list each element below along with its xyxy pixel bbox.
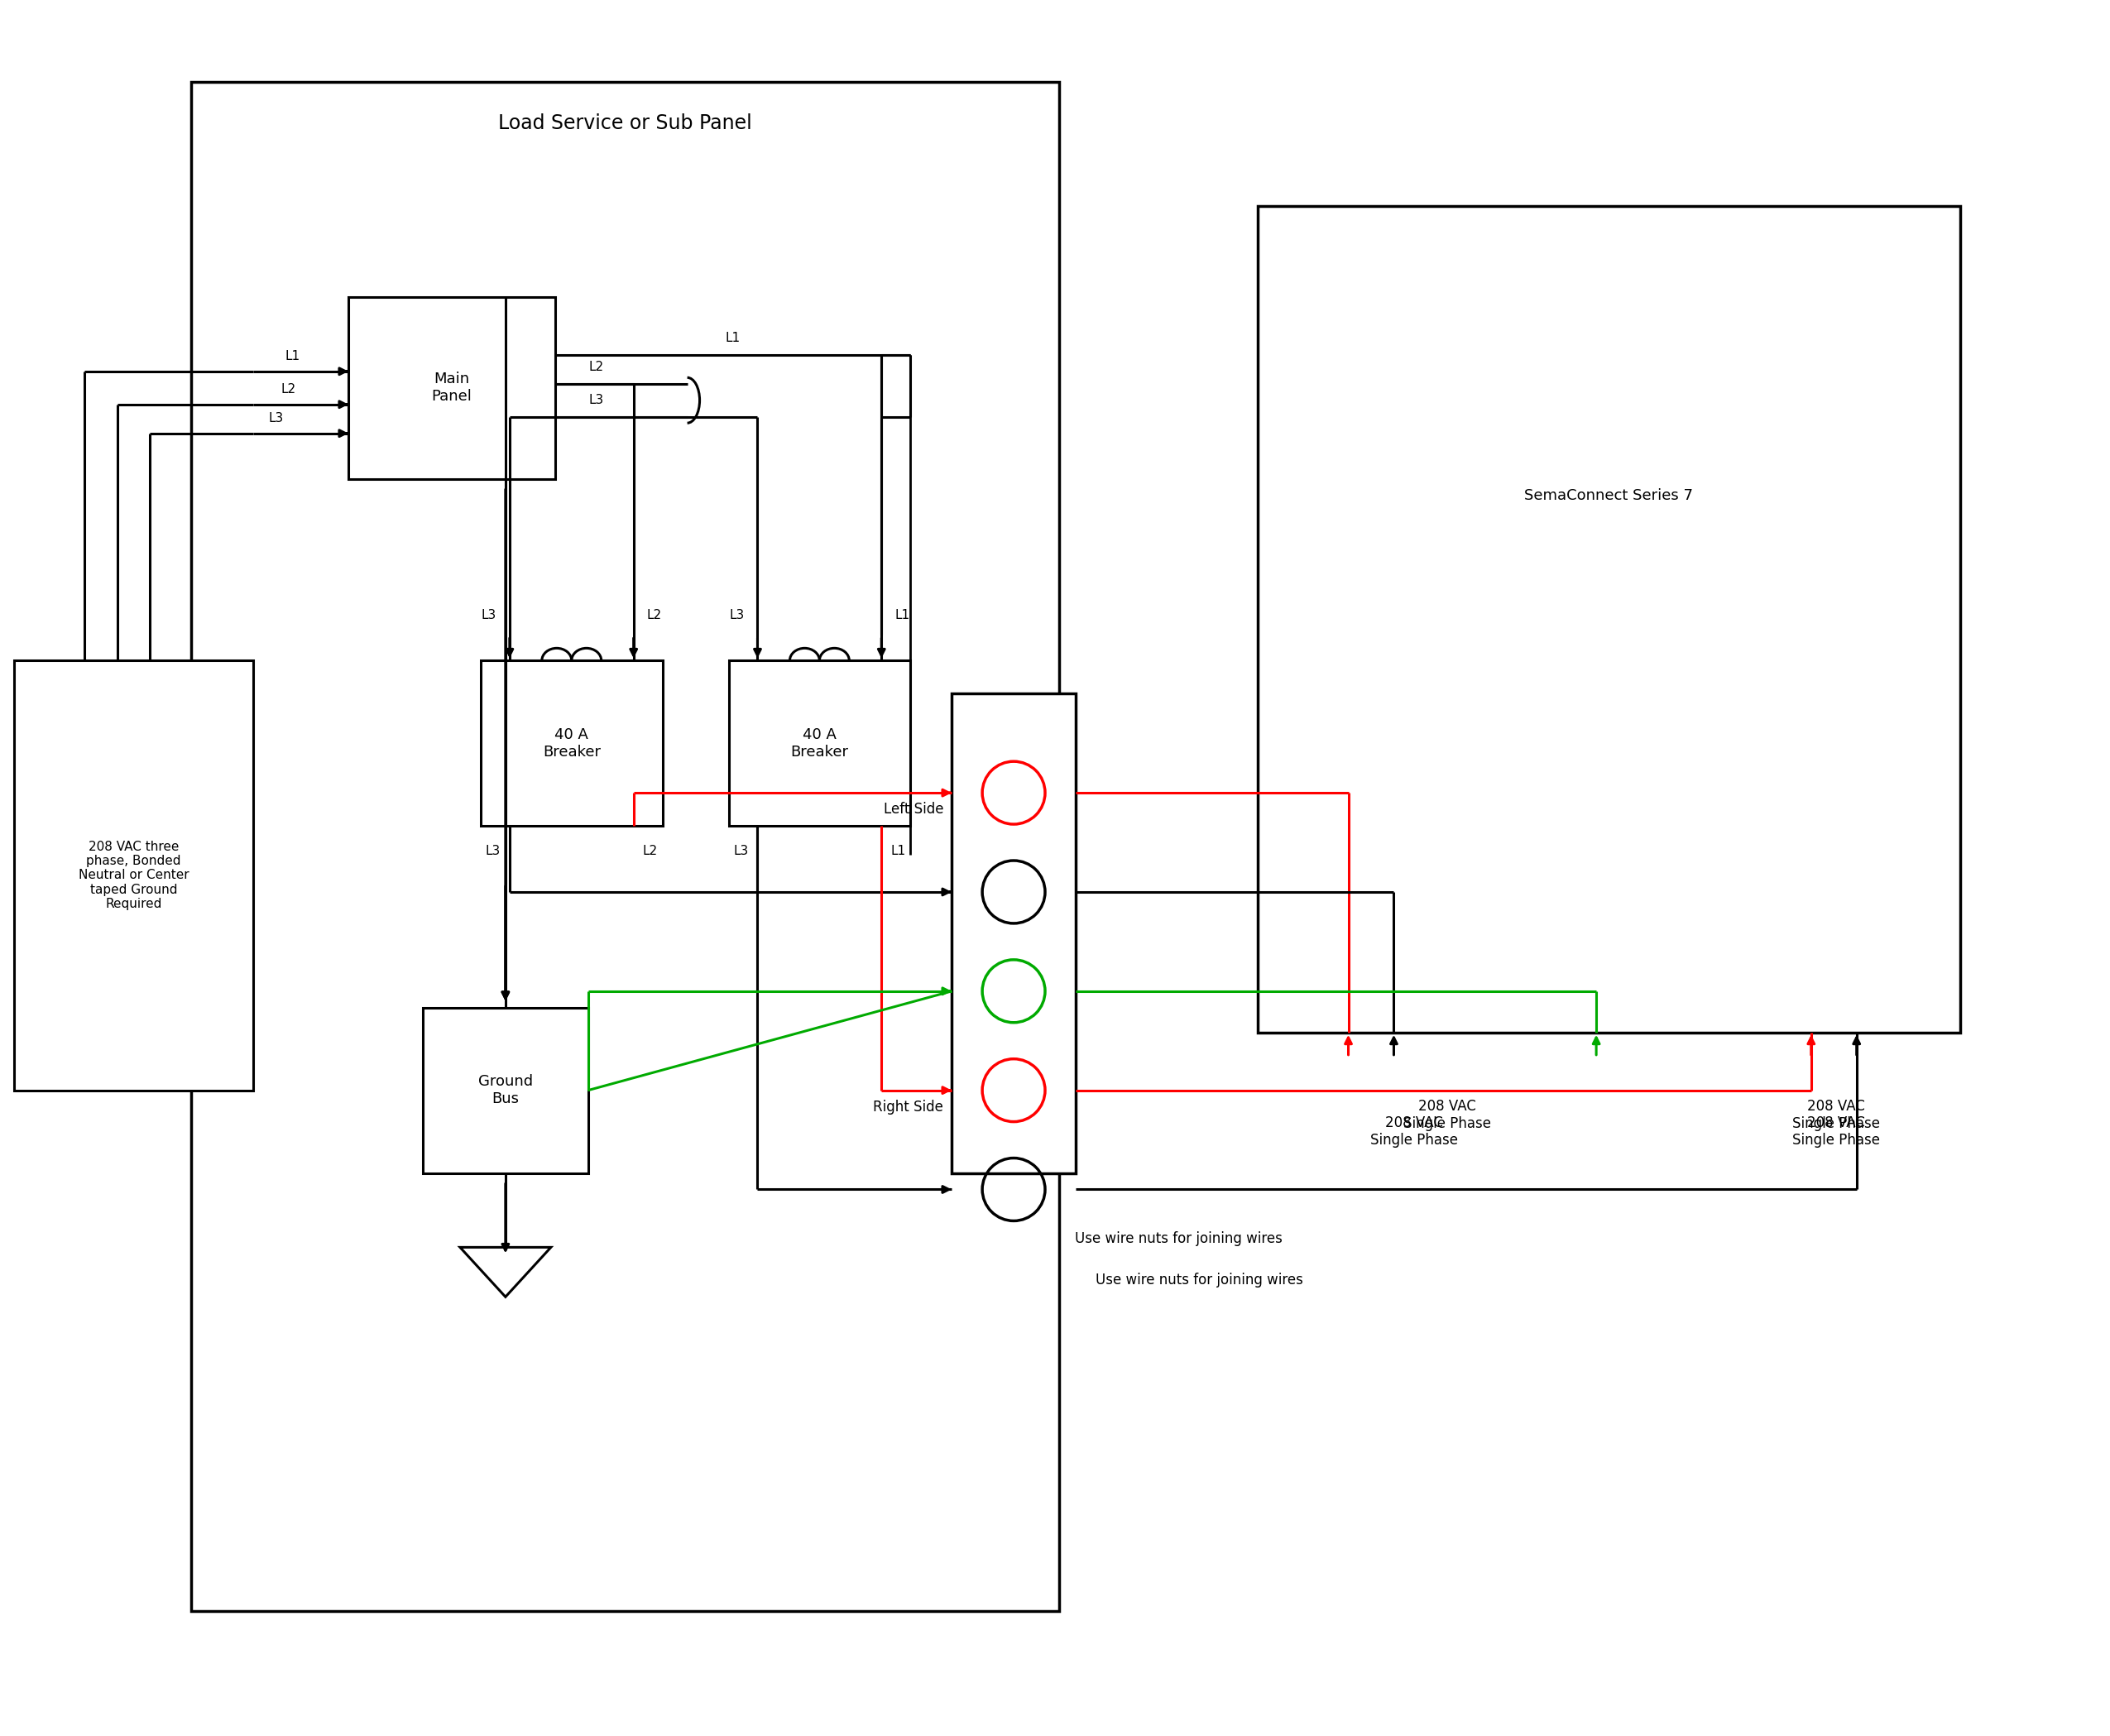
- Text: 208 VAC
Single Phase: 208 VAC Single Phase: [1791, 1116, 1880, 1147]
- Text: L2: L2: [648, 609, 663, 621]
- Text: 40 A
Breaker: 40 A Breaker: [542, 727, 601, 759]
- Text: L2: L2: [644, 844, 658, 858]
- Text: Use wire nuts for joining wires: Use wire nuts for joining wires: [1076, 1231, 1283, 1246]
- Text: 208 VAC
Single Phase: 208 VAC Single Phase: [1791, 1099, 1880, 1132]
- Text: SemaConnect Series 7: SemaConnect Series 7: [1523, 488, 1692, 503]
- Bar: [15, 661, 253, 1090]
- Bar: [192, 82, 1059, 1611]
- Text: 208 VAC
Single Phase: 208 VAC Single Phase: [1372, 1116, 1458, 1147]
- Text: L3: L3: [268, 411, 283, 425]
- Bar: [481, 661, 663, 826]
- Text: Use wire nuts for joining wires: Use wire nuts for joining wires: [1095, 1272, 1304, 1288]
- Text: L1: L1: [285, 351, 300, 363]
- Text: 40 A
Breaker: 40 A Breaker: [791, 727, 848, 759]
- Text: 208 VAC three
phase, Bonded
Neutral or Center
taped Ground
Required: 208 VAC three phase, Bonded Neutral or C…: [78, 840, 190, 910]
- Text: Load Service or Sub Panel: Load Service or Sub Panel: [498, 113, 751, 134]
- Text: L3: L3: [481, 609, 496, 621]
- Text: L3: L3: [589, 394, 603, 406]
- Bar: [348, 297, 555, 479]
- Text: Main
Panel: Main Panel: [433, 372, 473, 404]
- Text: Ground
Bus: Ground Bus: [479, 1075, 534, 1106]
- Text: L2: L2: [281, 384, 295, 396]
- Text: L2: L2: [589, 361, 603, 373]
- Text: Left Side: Left Side: [884, 802, 943, 816]
- Text: L3: L3: [485, 844, 500, 858]
- Text: L1: L1: [890, 844, 905, 858]
- Bar: [422, 1007, 589, 1174]
- Text: L3: L3: [730, 609, 745, 621]
- Bar: [728, 661, 909, 826]
- Text: L3: L3: [734, 844, 749, 858]
- Text: 208 VAC
Single Phase: 208 VAC Single Phase: [1403, 1099, 1492, 1132]
- Text: L1: L1: [895, 609, 909, 621]
- Text: L1: L1: [726, 332, 741, 344]
- Bar: [952, 694, 1076, 1174]
- Text: Right Side: Right Side: [874, 1099, 943, 1115]
- Bar: [1258, 207, 1960, 1033]
